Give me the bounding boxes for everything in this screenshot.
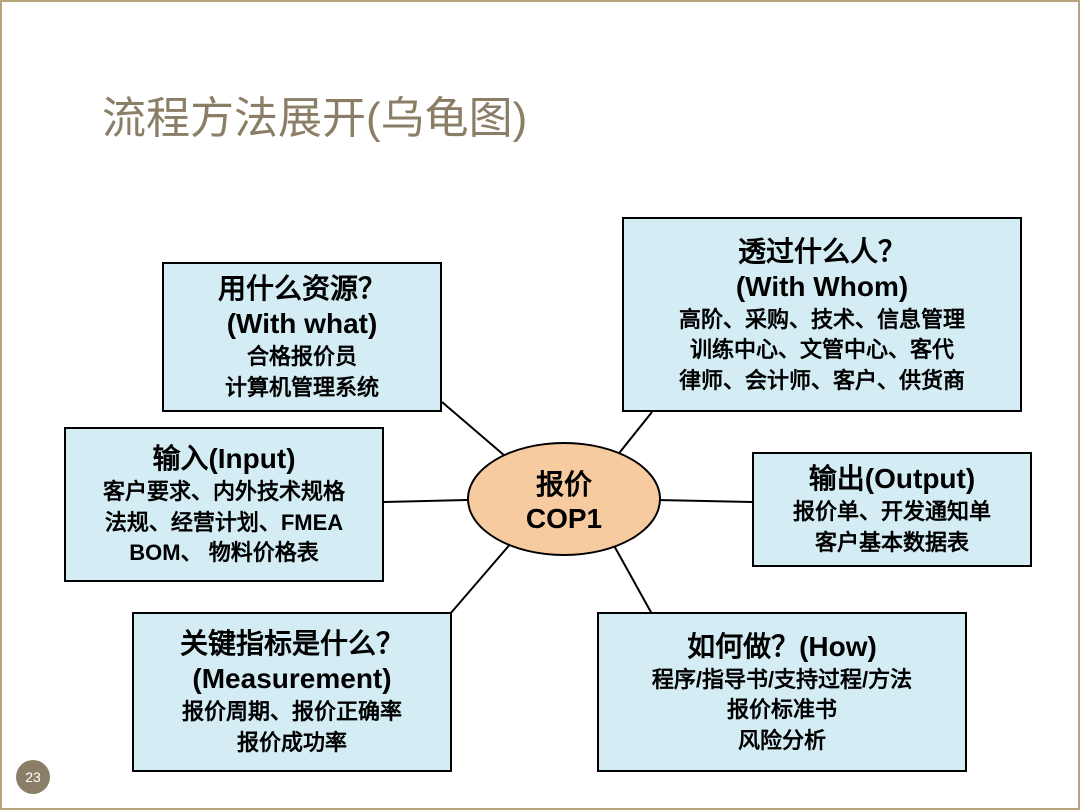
- center-node: 报价 COP1: [467, 442, 661, 556]
- with-what-heading2: (With what): [227, 306, 378, 341]
- box-with-whom: 透过什么人？ (With Whom) 高阶、采购、技术、信息管理 训练中心、文管…: [622, 217, 1022, 412]
- how-sub2: 报价标准书: [727, 696, 837, 725]
- center-line1: 报价: [536, 463, 592, 503]
- output-sub1: 报价单、开发通知单: [793, 498, 991, 527]
- how-sub1: 程序/指导书/支持过程/方法: [652, 666, 912, 695]
- measurement-heading2: (Measurement): [192, 661, 391, 696]
- with-whom-heading2: (With Whom): [736, 269, 908, 304]
- with-what-sub1: 合格报价员: [247, 343, 357, 372]
- input-sub1: 客户要求、内外技术规格: [103, 478, 345, 507]
- how-heading1: 如何做？(How): [687, 629, 877, 664]
- output-sub2: 客户基本数据表: [815, 529, 969, 558]
- output-heading1: 输出(Output): [809, 461, 975, 496]
- box-input: 输入(Input) 客户要求、内外技术规格 法规、经营计划、FMEA BOM、 …: [64, 427, 384, 582]
- box-measurement: 关键指标是什么？ (Measurement) 报价周期、报价正确率 报价成功率: [132, 612, 452, 772]
- box-with-what: 用什么资源？ (With what) 合格报价员 计算机管理系统: [162, 262, 442, 412]
- center-line2: COP1: [526, 503, 602, 535]
- measurement-sub2: 报价成功率: [237, 729, 347, 758]
- box-output: 输出(Output) 报价单、开发通知单 客户基本数据表: [752, 452, 1032, 567]
- page-number-badge: 23: [16, 760, 50, 794]
- how-sub3: 风险分析: [738, 727, 826, 756]
- measurement-heading1: 关键指标是什么？: [180, 626, 404, 661]
- with-whom-sub2: 训练中心、文管中心、客代: [690, 336, 954, 365]
- with-whom-sub3: 律师、会计师、客户、供货商: [679, 367, 965, 396]
- with-whom-heading1: 透过什么人？: [738, 234, 906, 269]
- with-whom-sub1: 高阶、采购、技术、信息管理: [679, 306, 965, 335]
- slide: 流程方法展开(乌龟图) 报价 COP1 用什么资源？ (With what) 合…: [0, 0, 1080, 810]
- input-sub3: BOM、 物料价格表: [129, 539, 318, 568]
- box-how: 如何做？(How) 程序/指导书/支持过程/方法 报价标准书 风险分析: [597, 612, 967, 772]
- input-sub2: 法规、经营计划、FMEA: [105, 509, 343, 538]
- with-what-sub2: 计算机管理系统: [225, 374, 379, 403]
- page-number: 23: [25, 769, 41, 785]
- input-heading1: 输入(Input): [152, 441, 295, 476]
- with-what-heading1: 用什么资源？: [218, 271, 386, 306]
- measurement-sub1: 报价周期、报价正确率: [182, 698, 402, 727]
- slide-title: 流程方法展开(乌龟图): [102, 82, 527, 146]
